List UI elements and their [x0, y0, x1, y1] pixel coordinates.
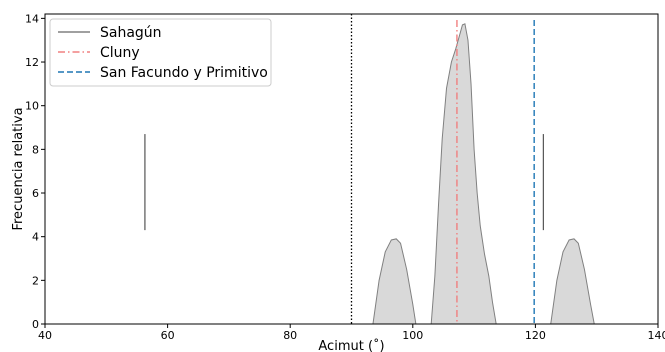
axes-layer: 40 60 80 100 120 140 0 2 4 6 8 10 12 14 Acimut (˚) Frec… [11, 12, 665, 352]
x-tick-label: 60 [161, 329, 175, 342]
legend-label-2: Cluny [100, 45, 140, 61]
x-tick-label: 120 [525, 329, 546, 342]
x-tick-label: 40 [38, 329, 52, 342]
x-tick-label: 100 [402, 329, 423, 342]
y-tick-label: 0 [32, 318, 39, 331]
legend-label-1: Sahagún [100, 25, 162, 41]
legend-box [49, 18, 272, 87]
plot-frame [44, 13, 659, 325]
density-lobe-1 [372, 238, 417, 325]
y-tick-label: 4 [32, 231, 39, 244]
x-axis-title: Acimut (˚) [318, 338, 384, 352]
y-tick-label: 12 [25, 56, 39, 69]
y-tick-label: 2 [32, 274, 39, 287]
x-tick-label: 140 [648, 329, 665, 342]
plot-layer [144, 14, 595, 325]
y-tick-label: 8 [32, 143, 39, 156]
density-lobe-3 [550, 238, 595, 325]
legend-label-3: San Facundo y Primitivo [100, 65, 268, 81]
x-tick-label: 80 [283, 329, 297, 342]
legend: Sahagún Cluny San Facundo y Primitivo [49, 18, 272, 87]
y-tick-label: 10 [25, 100, 39, 113]
density-lobe-2 [430, 23, 497, 325]
y-tick-label: 14 [25, 12, 39, 25]
y-tick-label: 6 [32, 187, 39, 200]
y-axis-title: Frecuencia relativa [11, 107, 26, 230]
